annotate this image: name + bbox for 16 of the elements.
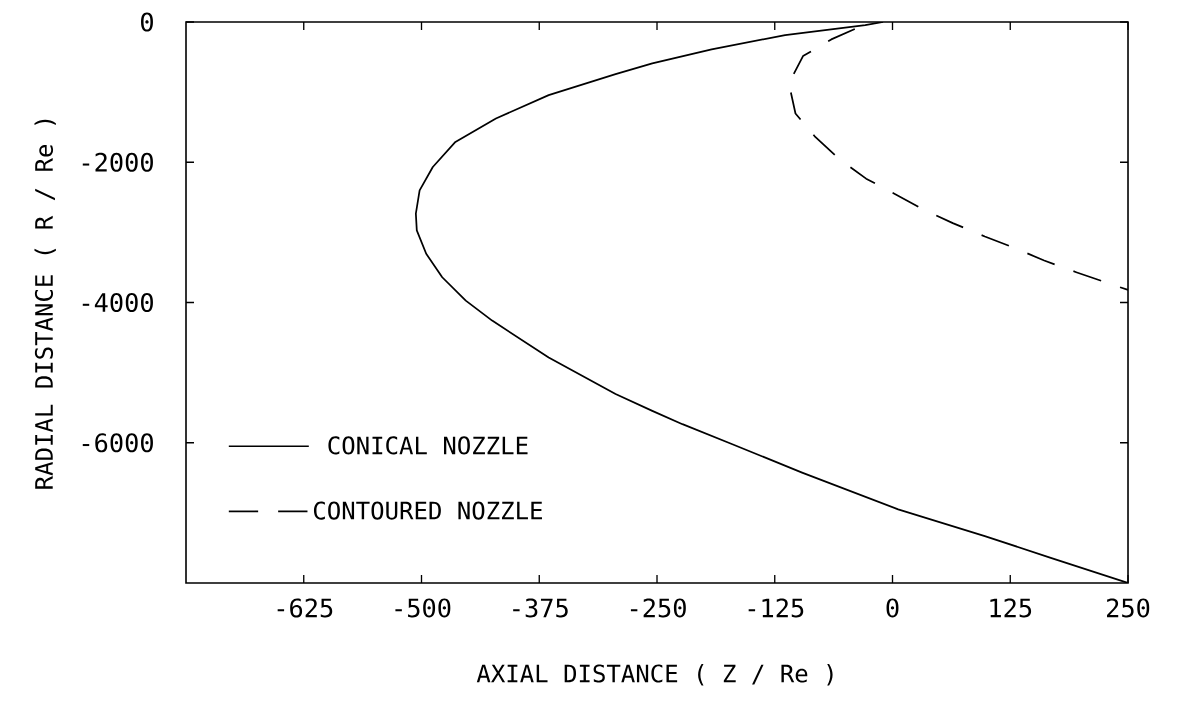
- x-tick-label: 250: [1107, 598, 1150, 618]
- y-axis-title: RADIAL DISTANCE ( R / Re ): [34, 119, 56, 489]
- x-tick-label: 0: [886, 598, 899, 618]
- x-tick-label: -375: [513, 598, 568, 618]
- y-tick-label: -4000: [82, 292, 153, 313]
- x-tick-label: -250: [630, 598, 686, 618]
- y-tick-label: 0: [141, 12, 153, 32]
- x-axis-title: AXIAL DISTANCE ( Z / Re ): [476, 664, 833, 686]
- x-tick-label: -625: [277, 598, 333, 618]
- y-tick-label: -2000: [82, 152, 153, 172]
- x-tick-label: -500: [395, 598, 451, 618]
- legend-label: CONICAL NOZZLE: [328, 436, 528, 455]
- x-tick-label: 125: [990, 598, 1032, 618]
- legend-label: CONTOURED NOZZLE: [313, 501, 542, 520]
- x-tick-label: -125: [748, 598, 804, 618]
- y-tick-label: -6000: [82, 433, 153, 453]
